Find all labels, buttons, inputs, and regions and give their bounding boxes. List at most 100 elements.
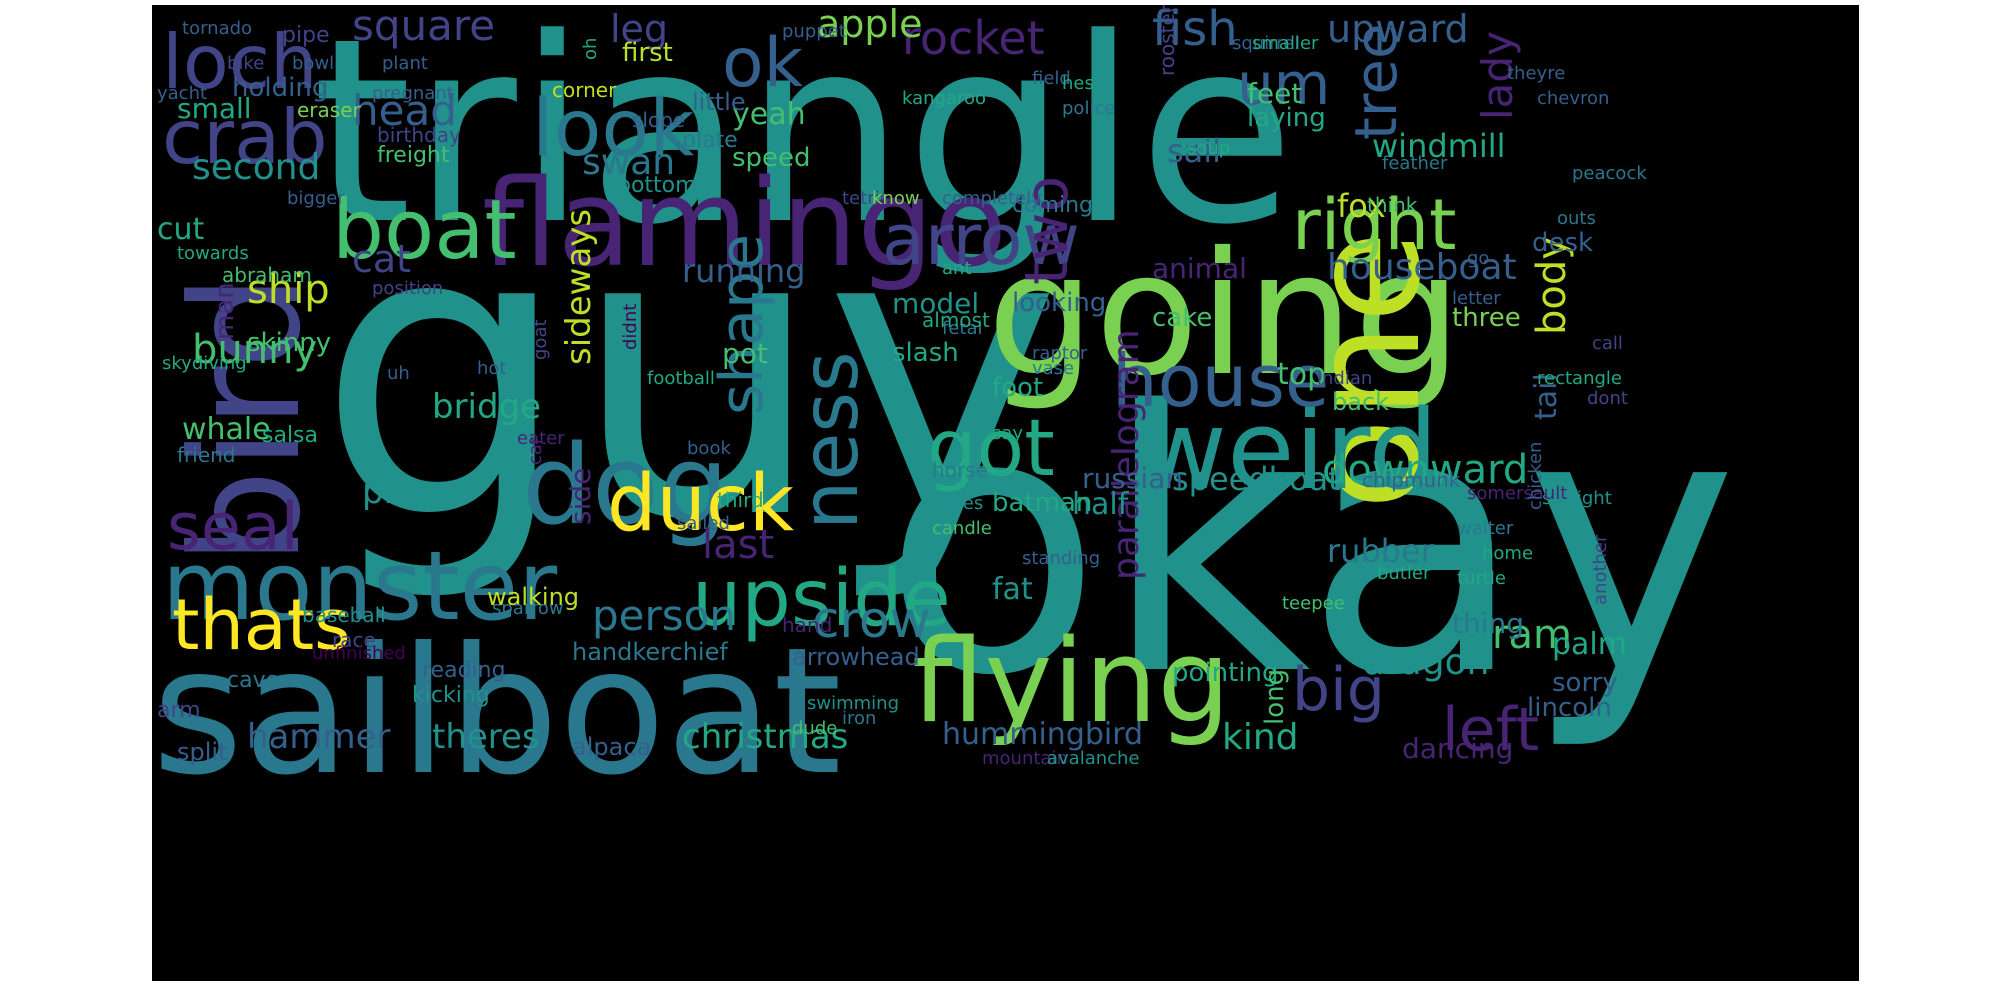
- word-pot: pot: [722, 337, 768, 370]
- word-alpaca: alpaca: [572, 733, 652, 761]
- word-holding: holding: [232, 73, 329, 103]
- word-skydiving: skydiving: [162, 353, 247, 374]
- word-baseball: baseball: [302, 603, 386, 627]
- word-theyre: theyre: [1507, 63, 1566, 84]
- word-cut: cut: [157, 212, 205, 247]
- word-hummingbird: hummingbird: [942, 717, 1144, 752]
- word-didnt: didnt: [620, 303, 641, 350]
- word-boat: boat: [332, 183, 517, 278]
- word-man: man: [210, 282, 240, 340]
- word-speed: speed: [732, 143, 811, 173]
- word-towards: towards: [177, 243, 249, 264]
- word-leg: leg: [610, 7, 669, 51]
- word-dog: dog: [522, 421, 729, 549]
- word-split: split: [177, 738, 228, 766]
- word-completely: completely: [942, 188, 1042, 209]
- word-right: right: [1292, 184, 1457, 266]
- word-home: home: [1482, 543, 1534, 564]
- word-person: person: [592, 591, 736, 640]
- word-feather: feather: [1382, 153, 1448, 174]
- word-ant: ant: [942, 258, 972, 279]
- word-ok: ok: [722, 24, 803, 103]
- word-flying: flying: [912, 615, 1231, 749]
- word-rocket: rocket: [902, 11, 1045, 65]
- word-kicking: kicking: [412, 683, 490, 708]
- word-ship: ship: [247, 267, 330, 313]
- word-side: side: [564, 467, 597, 525]
- word-kangaroo: kangaroo: [902, 88, 987, 109]
- word-vase: vase: [1032, 358, 1075, 379]
- word-whale: whale: [182, 412, 271, 447]
- word-batman: batman: [992, 488, 1093, 518]
- word-look: look: [532, 84, 695, 174]
- word-soup: soup: [1187, 138, 1231, 159]
- word-birthday: birthday: [377, 123, 461, 147]
- word-horse: horse: [932, 458, 988, 482]
- word-upward: upward: [1327, 7, 1469, 51]
- word-say: say: [992, 423, 1024, 444]
- word-downward: downward: [1322, 447, 1529, 493]
- word-position: position: [372, 278, 444, 299]
- word-going: going: [987, 216, 1462, 414]
- word-bunny: bunny: [192, 327, 318, 373]
- word-half: half: [1072, 487, 1129, 522]
- word-palm: palm: [1552, 627, 1627, 662]
- word-okay: okay: [882, 335, 1739, 754]
- word-bottom: bottom: [617, 173, 697, 198]
- word-square: square: [352, 5, 496, 50]
- word-somersault: somersault: [1467, 483, 1568, 504]
- word-windmill: windmill: [1372, 127, 1506, 165]
- word-friend: friend: [177, 443, 236, 467]
- word-got: got: [927, 404, 1055, 494]
- word-unfinished: unfinished: [312, 643, 406, 664]
- word-puppet: puppet: [782, 21, 846, 42]
- word-reading: reading: [422, 658, 506, 683]
- word-slash: slash: [892, 338, 959, 368]
- word-model: model: [892, 287, 980, 320]
- word-seal: seal: [167, 490, 299, 565]
- word-cake: cake: [1152, 303, 1213, 333]
- word-iron: iron: [842, 708, 877, 729]
- word-crow: crow: [812, 591, 931, 649]
- word-pregnant: pregnant: [372, 83, 454, 104]
- word-swimming: swimming: [807, 693, 900, 714]
- word-skinny: skinny: [247, 328, 332, 358]
- word-fox: fox: [1337, 187, 1386, 225]
- word-goat: goat: [530, 319, 551, 360]
- word-arrowhead: arrowhead: [792, 643, 920, 671]
- word-butler: butler: [1377, 563, 1431, 584]
- word-mountain: mountain: [982, 748, 1068, 769]
- word-loch: loch: [162, 18, 318, 106]
- word-sailboat: sailboat: [152, 611, 842, 814]
- word-sail: sail: [1167, 132, 1222, 170]
- word-plant: plant: [382, 53, 428, 74]
- word-rooster: rooster: [1155, 5, 1179, 77]
- word-animal: animal: [1152, 252, 1247, 285]
- word-foot: foot: [992, 373, 1044, 403]
- word-chicken: chicken: [1525, 441, 1546, 510]
- word-feet: feet: [1247, 77, 1303, 110]
- word-field: field: [1032, 68, 1071, 89]
- word-monster: monster: [162, 532, 558, 642]
- word-chipmunk: chipmunk: [1362, 468, 1461, 492]
- word-fish: fish: [1152, 5, 1238, 57]
- word-top: top: [1277, 357, 1327, 392]
- word-rubber: rubber: [1327, 532, 1434, 570]
- word-yeah: yeah: [732, 97, 806, 132]
- word-sideways: sideways: [559, 208, 599, 365]
- word-pipe: pipe: [282, 23, 330, 48]
- word-bike: bike: [227, 53, 265, 74]
- word-fat: fat: [992, 572, 1033, 607]
- word-car: car: [525, 436, 546, 465]
- word-sorry: sorry: [1552, 668, 1618, 698]
- word-avalanche: avalanche: [1047, 748, 1140, 769]
- word-big: big: [1292, 655, 1385, 725]
- word-three: three: [1452, 303, 1521, 333]
- word-fetal: fetal: [942, 318, 983, 339]
- word-corner: corner: [552, 78, 617, 102]
- word-houseboat: houseboat: [1327, 247, 1517, 288]
- word-weird: weird: [1137, 386, 1439, 514]
- word-peacock: peacock: [1572, 163, 1647, 184]
- word-head: head: [352, 86, 457, 135]
- word-walking: walking: [487, 583, 580, 611]
